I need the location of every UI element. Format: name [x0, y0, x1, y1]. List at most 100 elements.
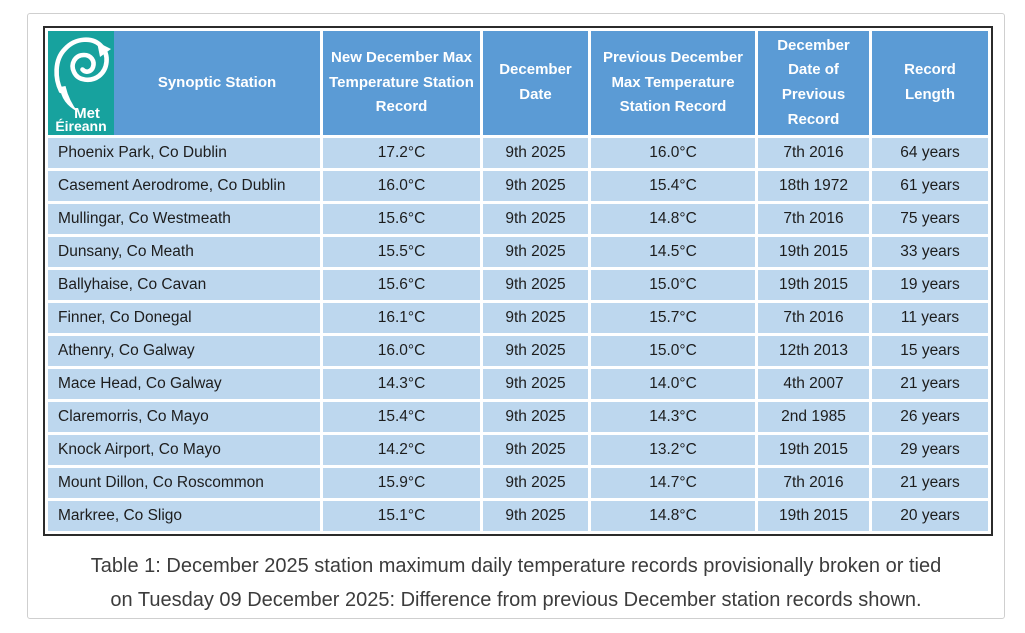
cell-december_date: 9th 2025	[483, 369, 588, 399]
cell-previous_record: 14.8°C	[591, 204, 755, 234]
cell-station: Dunsany, Co Meath	[48, 237, 320, 267]
met-eireann-logo: Met Éireann	[48, 31, 114, 135]
cell-new_record: 15.4°C	[323, 402, 480, 432]
cell-previous_record: 14.5°C	[591, 237, 755, 267]
cell-new_record: 15.9°C	[323, 468, 480, 498]
caption-line-2: on Tuesday 09 December 2025: Difference …	[110, 589, 922, 611]
cell-previous_record: 15.4°C	[591, 171, 755, 201]
cell-station: Casement Aerodrome, Co Dublin	[48, 171, 320, 201]
cell-station: Athenry, Co Galway	[48, 336, 320, 366]
cell-record_length: 33 years	[872, 237, 988, 267]
col-header-record-length: Record Length	[872, 31, 988, 135]
cell-previous_record: 16.0°C	[591, 138, 755, 168]
logo-text-met: Met	[74, 105, 100, 122]
col-header-station-label: Synoptic Station	[157, 73, 277, 91]
cell-station: Knock Airport, Co Mayo	[48, 435, 320, 465]
cell-previous_record: 14.7°C	[591, 468, 755, 498]
cell-december_date: 9th 2025	[483, 204, 588, 234]
cell-previous_record_date: 19th 2015	[758, 270, 869, 300]
cell-previous_record: 15.7°C	[591, 303, 755, 333]
cell-new_record: 17.2°C	[323, 138, 480, 168]
table-row: Mullingar, Co Westmeath 15.6°C 9th 2025 14.…	[48, 204, 988, 234]
cell-new_record: 16.0°C	[323, 171, 480, 201]
cell-previous_record: 15.0°C	[591, 270, 755, 300]
cell-new_record: 16.0°C	[323, 336, 480, 366]
cell-previous_record: 14.3°C	[591, 402, 755, 432]
table-row: Finner, Co Donegal 16.1°C 9th 2025 15.7°C 7t…	[48, 303, 988, 333]
table-row: Dunsany, Co Meath 15.5°C 9th 2025 14.5°C 19t…	[48, 237, 988, 267]
cell-record_length: 61 years	[872, 171, 988, 201]
cell-december_date: 9th 2025	[483, 270, 588, 300]
col-header-station: Met Éireann Synoptic Station	[48, 31, 320, 135]
table-row: Markree, Co Sligo 15.1°C 9th 2025 14.8°C 19t…	[48, 501, 988, 531]
cell-record_length: 20 years	[872, 501, 988, 531]
figure-frame: Met Éireann Synoptic Station New Decembe…	[27, 13, 1005, 619]
cell-december_date: 9th 2025	[483, 435, 588, 465]
cell-december_date: 9th 2025	[483, 336, 588, 366]
cell-record_length: 75 years	[872, 204, 988, 234]
col-header-december-date: December Date	[483, 31, 588, 135]
cell-december_date: 9th 2025	[483, 468, 588, 498]
cell-december_date: 9th 2025	[483, 138, 588, 168]
table-row: Claremorris, Co Mayo 15.4°C 9th 2025 14.3°C…	[48, 402, 988, 432]
cell-december_date: 9th 2025	[483, 303, 588, 333]
col-header-new-record: New December Max Temperature Station Rec…	[323, 31, 480, 135]
cell-previous_record_date: 2nd 1985	[758, 402, 869, 432]
cell-station: Finner, Co Donegal	[48, 303, 320, 333]
cell-station: Ballyhaise, Co Cavan	[48, 270, 320, 300]
cell-new_record: 15.6°C	[323, 270, 480, 300]
table-row: Mount Dillon, Co Roscommon 15.9°C 9th 2025…	[48, 468, 988, 498]
table-caption: Table 1: December 2025 station maximum d…	[28, 549, 1004, 617]
cell-previous_record_date: 4th 2007	[758, 369, 869, 399]
cell-previous_record_date: 19th 2015	[758, 237, 869, 267]
table-row: Phoenix Park, Co Dublin 17.2°C 9th 2025 16.…	[48, 138, 988, 168]
spiral-icon: Met Éireann	[48, 31, 114, 135]
cell-previous_record_date: 7th 2016	[758, 303, 869, 333]
cell-new_record: 14.3°C	[323, 369, 480, 399]
caption-line-1: Table 1: December 2025 station maximum d…	[90, 555, 942, 577]
cell-record_length: 26 years	[872, 402, 988, 432]
cell-station: Phoenix Park, Co Dublin	[48, 138, 320, 168]
cell-station: Markree, Co Sligo	[48, 501, 320, 531]
cell-new_record: 14.2°C	[323, 435, 480, 465]
cell-previous_record_date: 19th 2015	[758, 435, 869, 465]
table-row: Ballyhaise, Co Cavan 15.6°C 9th 2025 15.0°C…	[48, 270, 988, 300]
cell-record_length: 21 years	[872, 369, 988, 399]
cell-record_length: 29 years	[872, 435, 988, 465]
cell-new_record: 15.6°C	[323, 204, 480, 234]
table-row: Knock Airport, Co Mayo 14.2°C 9th 2025 13.2…	[48, 435, 988, 465]
cell-previous_record: 14.8°C	[591, 501, 755, 531]
cell-previous_record_date: 19th 2015	[758, 501, 869, 531]
cell-station: Mount Dillon, Co Roscommon	[48, 468, 320, 498]
cell-previous_record_date: 12th 2013	[758, 336, 869, 366]
cell-new_record: 15.1°C	[323, 501, 480, 531]
records-table-body: Phoenix Park, Co Dublin 17.2°C 9th 2025 16.…	[48, 138, 988, 531]
cell-previous_record_date: 7th 2016	[758, 204, 869, 234]
table-row: Mace Head, Co Galway 14.3°C 9th 2025 14.0°C…	[48, 369, 988, 399]
table-row: Casement Aerodrome, Co Dublin 16.0°C 9th 2…	[48, 171, 988, 201]
table-row: Athenry, Co Galway 16.0°C 9th 2025 15.0°C 12…	[48, 336, 988, 366]
cell-december_date: 9th 2025	[483, 501, 588, 531]
header-row: Met Éireann Synoptic Station New Decembe…	[48, 31, 988, 135]
cell-record_length: 21 years	[872, 468, 988, 498]
col-header-previous-record: Previous December Max Temperature Statio…	[591, 31, 755, 135]
cell-previous_record: 14.0°C	[591, 369, 755, 399]
cell-previous_record_date: 18th 1972	[758, 171, 869, 201]
cell-new_record: 16.1°C	[323, 303, 480, 333]
cell-new_record: 15.5°C	[323, 237, 480, 267]
cell-previous_record: 13.2°C	[591, 435, 755, 465]
cell-previous_record_date: 7th 2016	[758, 468, 869, 498]
cell-december_date: 9th 2025	[483, 402, 588, 432]
cell-december_date: 9th 2025	[483, 237, 588, 267]
cell-record_length: 19 years	[872, 270, 988, 300]
logo-text-eireann: Éireann	[55, 118, 106, 134]
cell-previous_record: 15.0°C	[591, 336, 755, 366]
cell-station: Claremorris, Co Mayo	[48, 402, 320, 432]
cell-december_date: 9th 2025	[483, 171, 588, 201]
cell-previous_record_date: 7th 2016	[758, 138, 869, 168]
cell-record_length: 64 years	[872, 138, 988, 168]
cell-record_length: 15 years	[872, 336, 988, 366]
cell-station: Mullingar, Co Westmeath	[48, 204, 320, 234]
cell-record_length: 11 years	[872, 303, 988, 333]
cell-station: Mace Head, Co Galway	[48, 369, 320, 399]
